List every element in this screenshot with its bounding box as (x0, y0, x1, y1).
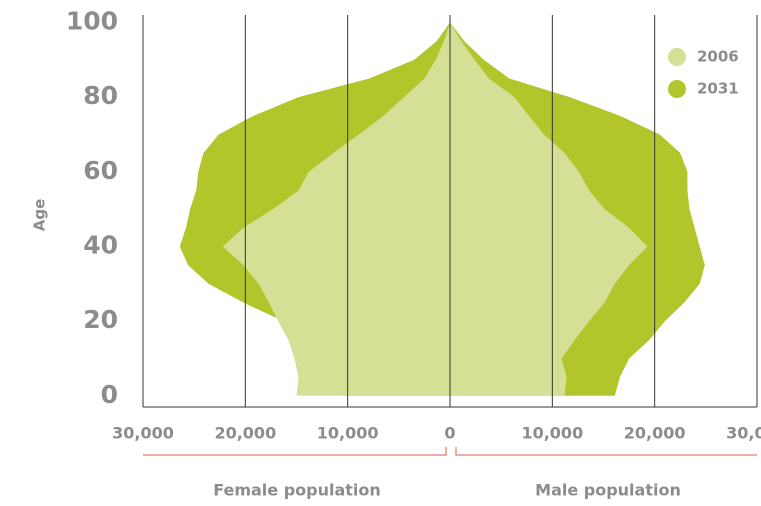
y-axis-label: Age (31, 199, 49, 232)
bracket (143, 447, 447, 456)
legend-marker (668, 48, 686, 66)
bracket (455, 447, 757, 456)
x-axis-label-right: Male population (535, 481, 681, 500)
x-tick-label: 10,000 (521, 424, 583, 443)
y-tick-label: 80 (83, 81, 118, 110)
x-axis-label-left: Female population (213, 481, 381, 500)
legend-marker (668, 80, 686, 98)
x-tick-label: 10,000 (317, 424, 379, 443)
x-tick-label: 0 (444, 424, 455, 443)
area-male (450, 22, 648, 396)
y-tick-label: 40 (83, 230, 118, 259)
y-tick-label: 0 (101, 380, 118, 409)
area-female (222, 22, 450, 396)
y-tick-label: 100 (66, 6, 118, 35)
legend-label: 2006 (697, 48, 739, 66)
x-tick-label: 30,000 (726, 424, 761, 443)
x-tick-label: 30,000 (112, 424, 174, 443)
y-tick-label: 60 (83, 156, 118, 185)
x-tick-label: 20,000 (624, 424, 686, 443)
legend-label: 2031 (697, 80, 739, 98)
y-tick-label: 20 (83, 305, 118, 334)
x-tick-label: 20,000 (214, 424, 276, 443)
